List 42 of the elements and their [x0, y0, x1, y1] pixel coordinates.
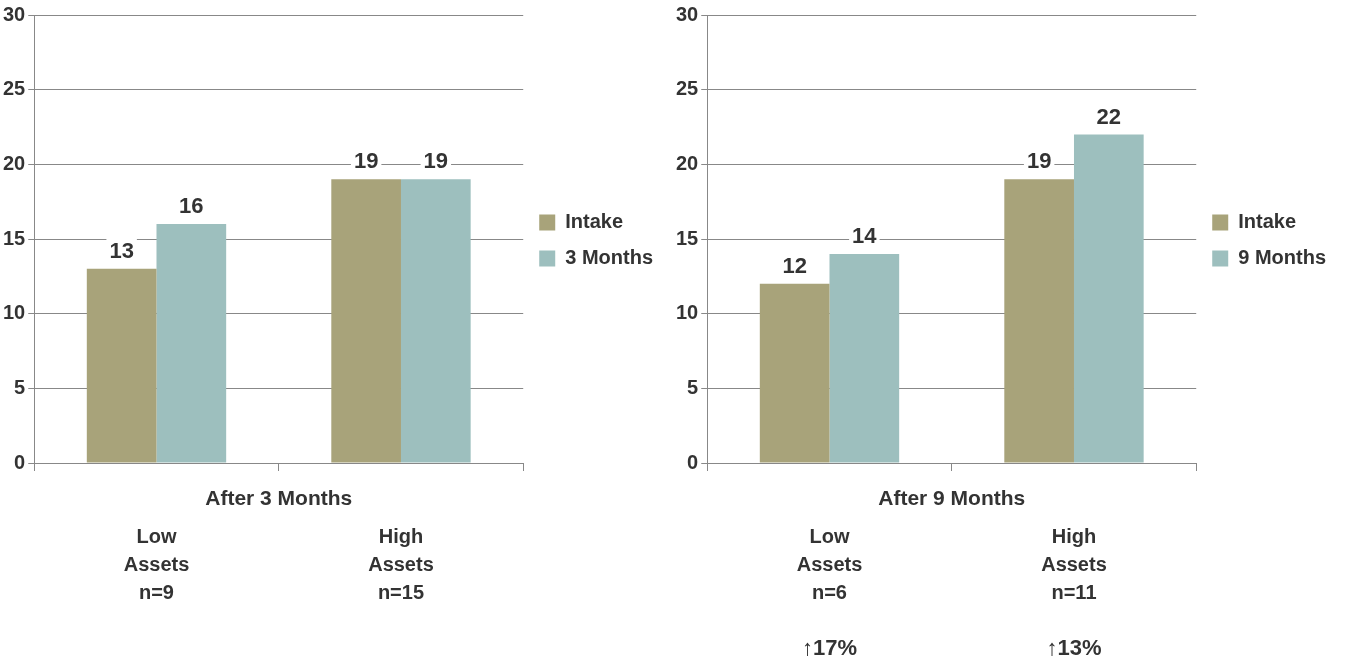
data-label: 12	[782, 252, 807, 278]
data-label: 16	[179, 193, 204, 219]
y-tick-label: 15	[676, 226, 699, 249]
x-tick-label: Low Assets n=9	[123, 524, 190, 603]
legend-label: 9 Months	[1238, 246, 1327, 269]
y-tick-label: 5	[687, 375, 699, 398]
data-label: 19	[1026, 148, 1052, 174]
y-tick-label: 30	[3, 2, 26, 25]
y-tick-label: 10	[3, 301, 26, 324]
bar	[1004, 179, 1074, 463]
bar	[331, 179, 401, 463]
text: ↑13%	[1046, 635, 1102, 661]
y-tick-label: 20	[676, 151, 699, 174]
x-axis-title: After 3 Months	[205, 485, 353, 509]
legend-label: Intake	[1238, 210, 1297, 233]
y-tick-label: 0	[14, 450, 26, 473]
x-tick-label: High Assets n=11	[1041, 524, 1107, 603]
data-label: 14	[852, 223, 878, 248]
y-tick-label: 10	[676, 301, 699, 324]
bar	[1073, 134, 1144, 463]
bar	[86, 268, 157, 463]
y-tick-label: 30	[676, 2, 699, 25]
bar	[156, 224, 227, 463]
bar	[400, 179, 471, 463]
data-label: 19	[353, 148, 379, 174]
y-tick-label: 25	[3, 77, 26, 100]
data-label: 13	[109, 237, 134, 263]
legend-label: 3 Months	[565, 246, 654, 269]
y-tick-label: 0	[687, 450, 699, 473]
bar	[759, 283, 830, 463]
text: ↑17%	[801, 635, 858, 661]
bar	[829, 253, 900, 463]
x-tick-label: Low Assets n=6	[796, 524, 863, 603]
y-tick-label: 20	[3, 151, 26, 174]
x-axis-title: After 9 Months	[878, 485, 1026, 509]
x-tick-label: High Assets n=15	[368, 524, 434, 603]
y-tick-label: 5	[14, 375, 26, 398]
legend-label: Intake	[565, 210, 624, 233]
data-label: 22	[1096, 103, 1122, 129]
data-label: 19	[423, 148, 449, 174]
y-tick-label: 25	[676, 77, 699, 100]
y-tick-label: 15	[3, 226, 26, 249]
